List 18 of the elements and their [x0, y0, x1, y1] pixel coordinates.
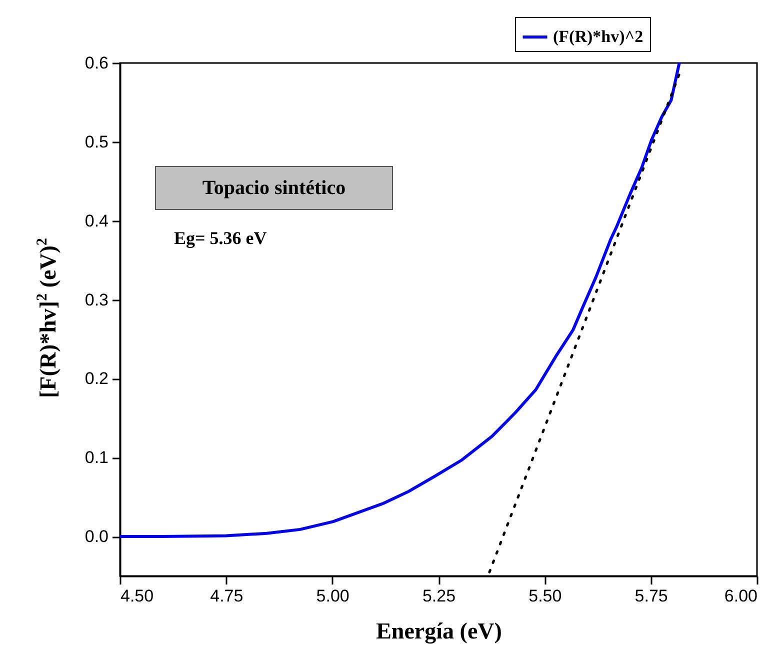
x-tick-label: 5.50	[528, 586, 562, 606]
y-tick-label: 0.6	[84, 54, 108, 72]
line-series	[120, 63, 681, 538]
legend-label: (F(R)*hv)^2	[553, 27, 644, 46]
y-tick-label: 0.1	[84, 448, 108, 468]
y-tick-label: 0.4	[84, 211, 108, 230]
y-tick-label: 0.0	[84, 527, 108, 546]
x-tick-label: 4.75	[210, 586, 244, 606]
x-axis-title: Energía (eV)	[376, 618, 502, 644]
x-tick-label: 6.00	[724, 586, 758, 606]
x-tick-label: 5.75	[634, 586, 668, 606]
x-tick-label: 5.25	[422, 586, 456, 606]
x-tick-label: 5.00	[316, 586, 350, 606]
annotation: Eg= 5.36 eV	[174, 228, 267, 249]
y-tick-label: 0.5	[84, 132, 108, 152]
x-tick-label: 4.50	[120, 586, 154, 606]
y-tick-label: 0.2	[84, 369, 108, 388]
y-tick-label: 0.3	[84, 290, 108, 310]
